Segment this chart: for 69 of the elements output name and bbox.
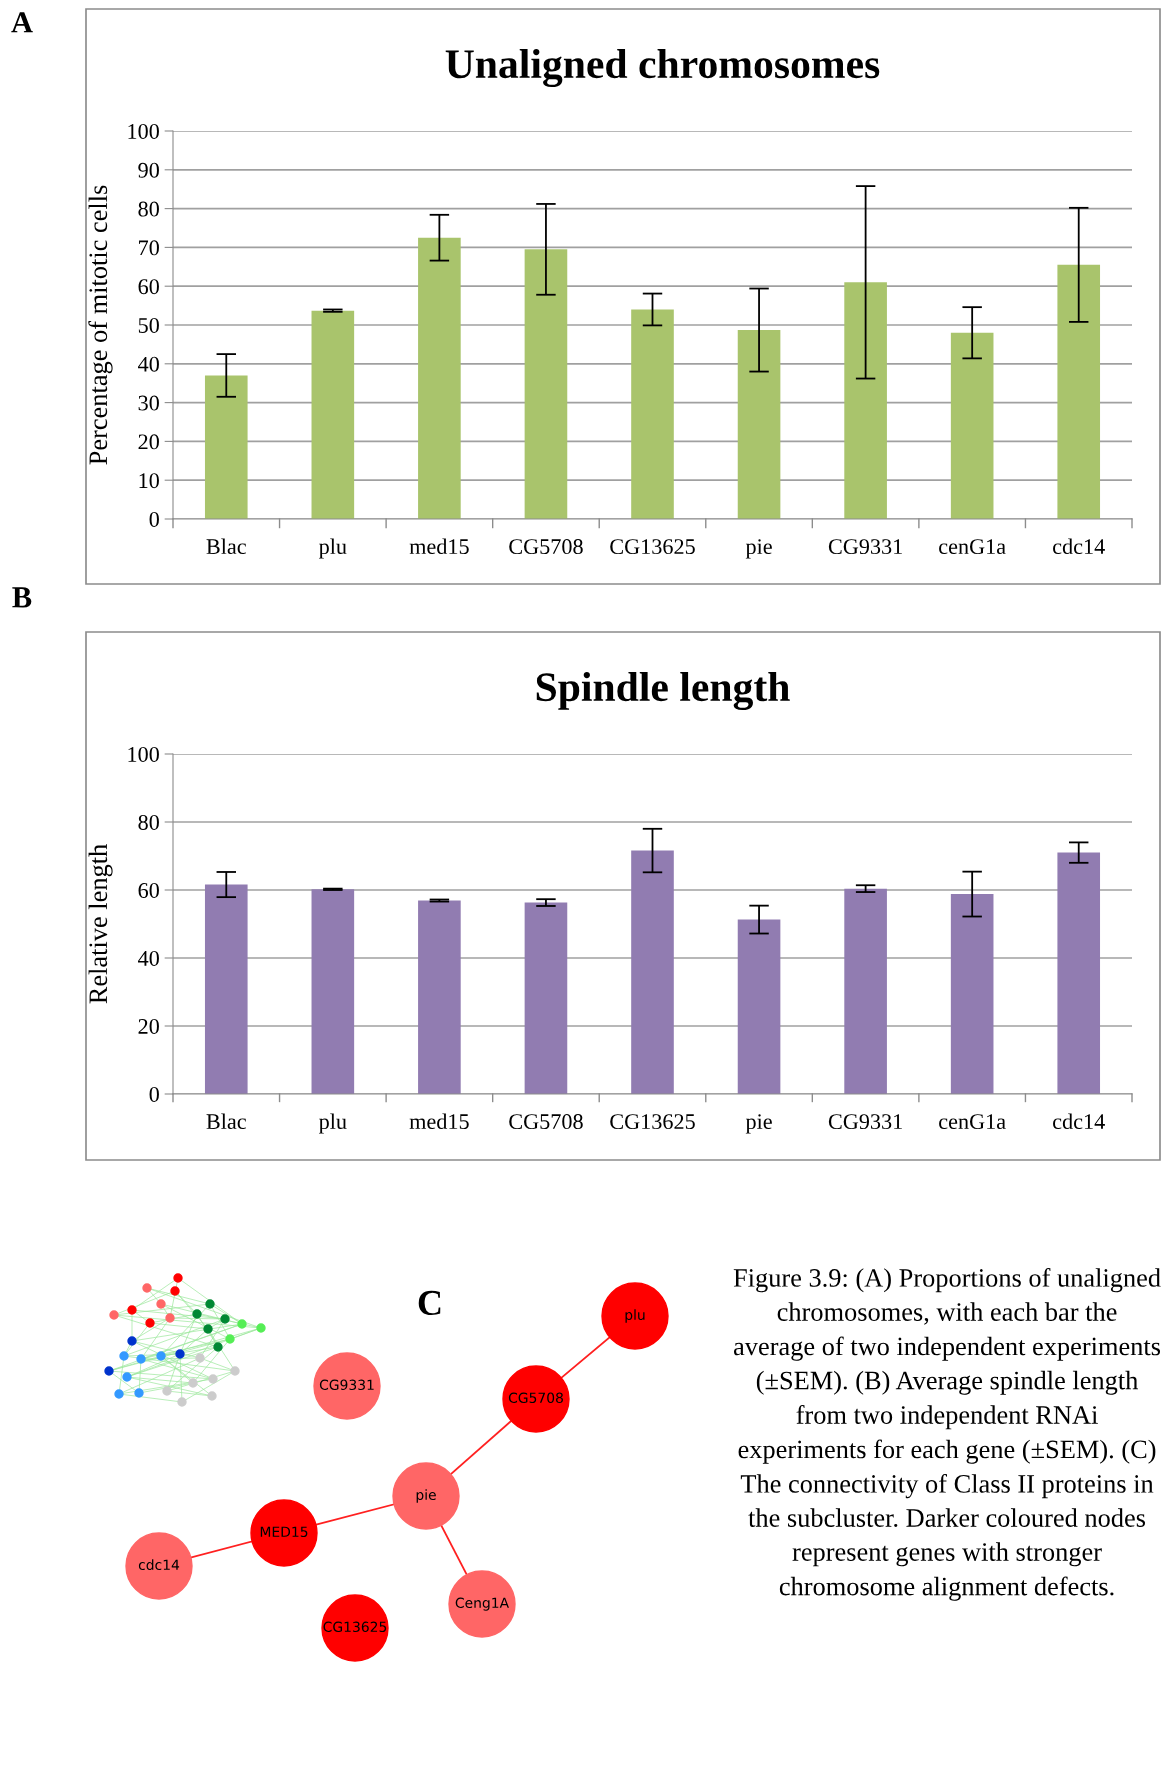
- y-tick-label: 60: [138, 882, 159, 898]
- chart-title: Spindle length: [536, 671, 790, 711]
- y-tick-label: 100: [128, 123, 159, 139]
- y-tick-label: 20: [138, 1018, 159, 1034]
- bar: [311, 889, 355, 1094]
- text: cdc14: [138, 1559, 180, 1571]
- bar: [418, 900, 461, 1094]
- bar: [737, 919, 781, 1094]
- x-tick-label: med15: [409, 1113, 469, 1130]
- bar: [844, 888, 887, 1094]
- chart-title: Unaligned chromosomes: [445, 48, 880, 88]
- y-tick-label: 20: [138, 434, 159, 450]
- text: Ceng1A: [455, 1597, 509, 1611]
- y-tick-label: 10: [139, 473, 159, 489]
- x-tick-label: pie: [745, 1114, 772, 1134]
- bar: [844, 282, 887, 519]
- y-tick-label: 80: [138, 814, 159, 830]
- x-tick-label: CG5708: [509, 1114, 583, 1130]
- y-tick-label: 40: [138, 950, 159, 966]
- y-tick-label: 60: [138, 279, 159, 295]
- x-tick-label: CG5708: [509, 539, 583, 555]
- y-tick-label: 30: [138, 395, 159, 411]
- bar: [524, 902, 568, 1094]
- bar: [631, 309, 674, 519]
- y-tick-label: 50: [138, 317, 159, 333]
- text: B: [12, 587, 32, 608]
- x-tick-label: plu: [318, 538, 347, 559]
- y-tick-label: 80: [138, 201, 159, 217]
- x-tick-label: CG13625: [610, 1114, 695, 1130]
- y-tick-label: 0: [149, 511, 159, 527]
- bar: [950, 894, 994, 1094]
- y-tick-label: 100: [128, 746, 159, 762]
- x-tick-label: cdc14: [1053, 538, 1105, 555]
- x-tick-label: med15: [409, 538, 469, 555]
- x-tick-label: CG9331: [828, 1114, 902, 1130]
- y-axis-title: Percentage of mitotic cells: [88, 185, 113, 465]
- x-tick-label: pie: [745, 539, 772, 559]
- bar: [311, 310, 355, 519]
- x-tick-label: Blac: [206, 538, 246, 555]
- bar: [950, 332, 994, 519]
- bar: [1057, 264, 1101, 519]
- text: A: [11, 12, 33, 33]
- bar: [737, 330, 781, 519]
- bar: [631, 850, 674, 1094]
- x-tick-label: plu: [318, 1113, 347, 1134]
- y-tick-label: 70: [139, 240, 159, 256]
- text: pie: [416, 1489, 436, 1503]
- bar: [1057, 852, 1101, 1094]
- text: Figure 3.9: (A) Proportions of unaligned chromosomes, with each bar the average of two independent experiments (±SEM). (B) Average spindle length from two independent RNAi experiments for each gene (±SEM). (C) The connectivity of Class II proteins in the subcluster. Darker coloured nodes represent genes with stronger chromosome alignment defects.: [733, 1268, 1161, 1601]
- y-tick-label: 40: [138, 356, 159, 372]
- y-axis-title: Relative length: [88, 844, 113, 1004]
- bar: [204, 375, 248, 519]
- x-tick-label: cenG1a: [939, 539, 1006, 555]
- text: CG5708: [508, 1392, 563, 1404]
- text: CG9331: [319, 1379, 374, 1391]
- bar: [418, 237, 461, 519]
- bar: [524, 249, 568, 519]
- text: C: [418, 1290, 441, 1316]
- y-tick-label: 0: [149, 1086, 159, 1102]
- y-tick-label: 90: [138, 162, 159, 178]
- text: plu: [625, 1309, 645, 1323]
- text: MED15: [260, 1526, 308, 1538]
- x-tick-label: Blac: [206, 1113, 246, 1130]
- text: CG13625: [323, 1621, 387, 1633]
- x-tick-label: CG9331: [828, 539, 902, 555]
- x-tick-label: cenG1a: [939, 1114, 1006, 1130]
- x-tick-label: CG13625: [610, 539, 695, 555]
- bar: [204, 884, 248, 1094]
- x-tick-label: cdc14: [1053, 1113, 1105, 1130]
